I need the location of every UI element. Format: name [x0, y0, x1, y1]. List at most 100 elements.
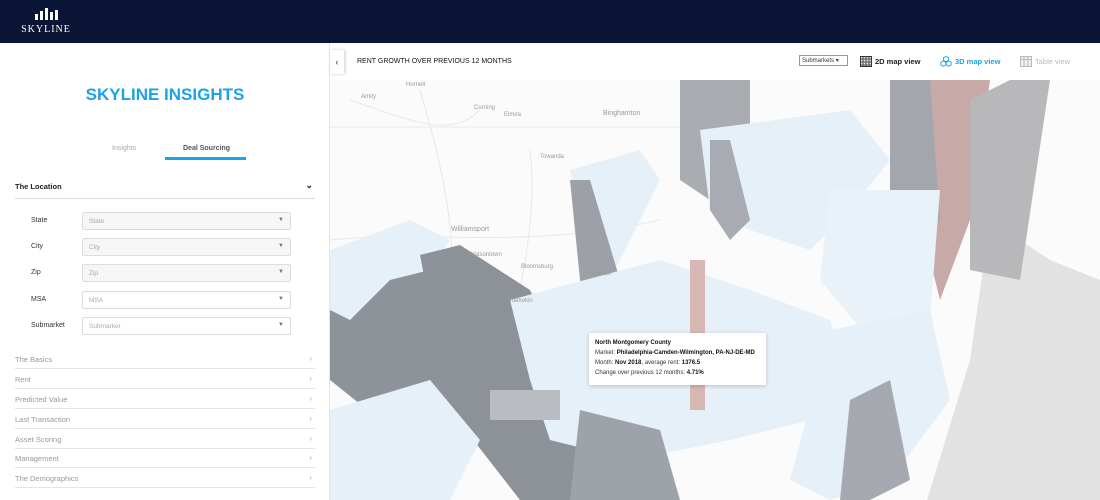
- place-label: Hornell: [406, 82, 426, 88]
- map-header: ‹ RENT GROWTH OVER PREVIOUS 12 MONTHS Su…: [330, 43, 1100, 80]
- section-predicted-value[interactable]: Predicted Value ›: [15, 389, 315, 409]
- map-title: RENT GROWTH OVER PREVIOUS 12 MONTHS: [357, 58, 512, 65]
- section-label: Last Transaction: [15, 415, 71, 424]
- place-label: Williamsport: [451, 226, 490, 233]
- map-canvas: [330, 80, 1100, 500]
- logo-text: SKYLINE: [21, 24, 71, 35]
- caret-down-icon: ▾: [835, 58, 839, 64]
- chevron-right-icon: ›: [309, 394, 312, 403]
- place-label: Watsontown: [469, 252, 502, 258]
- section-the-demographics[interactable]: The Demographics ›: [15, 468, 315, 488]
- logo-bars-icon: [20, 8, 72, 20]
- place-label: Binghamton: [603, 110, 641, 117]
- table-icon: [1020, 56, 1032, 67]
- 3d-map-view-button[interactable]: 3D map view: [940, 56, 1000, 67]
- chevron-right-icon: ›: [309, 414, 312, 423]
- chevron-right-icon: ›: [309, 473, 312, 482]
- caret-down-icon: ▼: [278, 217, 284, 223]
- section-label: Management: [15, 454, 59, 463]
- chevron-left-icon: ‹: [335, 57, 339, 67]
- msa-select[interactable]: MSA ▼: [82, 291, 291, 309]
- change-value: 4.71%: [686, 370, 704, 376]
- zip-select[interactable]: Zip ▼: [82, 264, 291, 282]
- extruded-regions: [330, 80, 1050, 500]
- ocean-area: [927, 220, 1100, 500]
- 3d-cubes-icon: [940, 56, 952, 67]
- field-label: City: [31, 243, 44, 250]
- chevron-right-icon: ›: [309, 374, 312, 383]
- field-label: Submarket: [31, 322, 65, 329]
- 2d-map-icon: [860, 56, 872, 67]
- tooltip-month: Month: Nov 2018, average rent: 1376.5: [595, 358, 760, 368]
- chevron-down-icon: ⌄: [305, 180, 313, 190]
- level-select-value: Submarkets: [802, 58, 835, 64]
- tooltip-change: Change over previous 12 months: 4.71%: [595, 368, 760, 378]
- city-field: City City ▼: [31, 238, 291, 256]
- 3d-map[interactable]: Hornell Amity Corning Elmira Binghamton …: [330, 80, 1100, 500]
- section-label: The Basics: [15, 355, 53, 364]
- caret-down-icon: ▼: [278, 269, 284, 275]
- view-label: 2D map view: [875, 57, 921, 66]
- submarket-field: Submarket Submarket ▼: [31, 317, 291, 335]
- section-the-basics[interactable]: The Basics ›: [15, 349, 315, 369]
- 2d-map-view-button[interactable]: 2D map view: [860, 56, 920, 67]
- city-select[interactable]: City ▼: [82, 238, 291, 256]
- place-label: Hazleton: [587, 271, 611, 277]
- field-label: Zip: [31, 269, 41, 276]
- tooltip-market: Market: Philadelphia-Camden-Wilmington, …: [595, 348, 760, 358]
- rent-value: 1376.5: [681, 360, 701, 366]
- caret-down-icon: ▼: [278, 243, 284, 249]
- select-placeholder: State: [89, 218, 105, 225]
- place-label: Bloomsburg: [521, 264, 554, 270]
- select-placeholder: Zip: [89, 270, 99, 277]
- select-placeholder: MSA: [89, 297, 104, 304]
- month-value: Nov 2018: [615, 360, 642, 366]
- level-select[interactable]: Submarkets ▾: [799, 55, 848, 66]
- section-last-transaction[interactable]: Last Transaction ›: [15, 409, 315, 429]
- place-label: Towanda: [540, 154, 565, 160]
- change-label: Change over previous 12 months:: [595, 370, 686, 376]
- place-label: Corning: [474, 105, 496, 111]
- view-label: 3D map view: [955, 57, 1001, 66]
- section-label: Asset Scoring: [15, 435, 62, 444]
- top-bar: SKYLINE: [0, 0, 1100, 43]
- market-label: Market:: [595, 350, 616, 356]
- tab-insights[interactable]: Insights: [112, 145, 137, 152]
- section-asset-scoring[interactable]: Asset Scoring ›: [15, 429, 315, 449]
- field-label: MSA: [31, 296, 47, 303]
- place-label: Elmira: [504, 112, 522, 118]
- tab-deal-sourcing[interactable]: Deal Sourcing: [183, 145, 231, 152]
- select-placeholder: City: [89, 244, 101, 251]
- caret-down-icon: ▼: [278, 322, 284, 328]
- section-label: Predicted Value: [15, 395, 68, 404]
- place-label: Shamokin: [506, 298, 533, 304]
- active-tab-indicator: [165, 157, 246, 160]
- location-section-title: The Location: [15, 182, 62, 191]
- section-management[interactable]: Management ›: [15, 448, 315, 468]
- location-section-header[interactable]: The Location ⌄: [15, 180, 315, 199]
- submarket-select[interactable]: Submarket ▼: [82, 317, 291, 335]
- region-tooltip: North Montgomery County Market: Philadel…: [589, 333, 766, 385]
- month-label: Month:: [595, 360, 614, 366]
- field-label: State: [31, 217, 48, 224]
- table-view-button[interactable]: Table view: [1020, 56, 1070, 67]
- place-label: Amity: [361, 94, 376, 100]
- chevron-right-icon: ›: [309, 354, 312, 363]
- state-select[interactable]: State ▼: [82, 212, 291, 230]
- state-field: State State ▼: [31, 212, 291, 230]
- section-label: Rent: [15, 375, 31, 384]
- caret-down-icon: ▼: [278, 296, 284, 302]
- chevron-right-icon: ›: [309, 453, 312, 462]
- brand-title: SKYLINE INSIGHTS: [85, 85, 245, 104]
- msa-field: MSA MSA ▼: [31, 291, 291, 309]
- sidebar: SKYLINE INSIGHTS Insights Deal Sourcing …: [0, 43, 330, 500]
- collapse-sidebar-button[interactable]: ‹: [330, 50, 344, 74]
- section-rent[interactable]: Rent ›: [15, 369, 315, 389]
- select-placeholder: Submarket: [89, 323, 121, 330]
- skyline-logo[interactable]: SKYLINE: [20, 8, 72, 35]
- rent-label: , average rent:: [641, 360, 681, 366]
- view-label: Table view: [1035, 57, 1071, 66]
- market-value: Philadelphia-Camden-Wilmington, PA-NJ-DE…: [616, 350, 755, 356]
- tooltip-title: North Montgomery County: [595, 340, 671, 346]
- zip-field: Zip Zip ▼: [31, 264, 291, 282]
